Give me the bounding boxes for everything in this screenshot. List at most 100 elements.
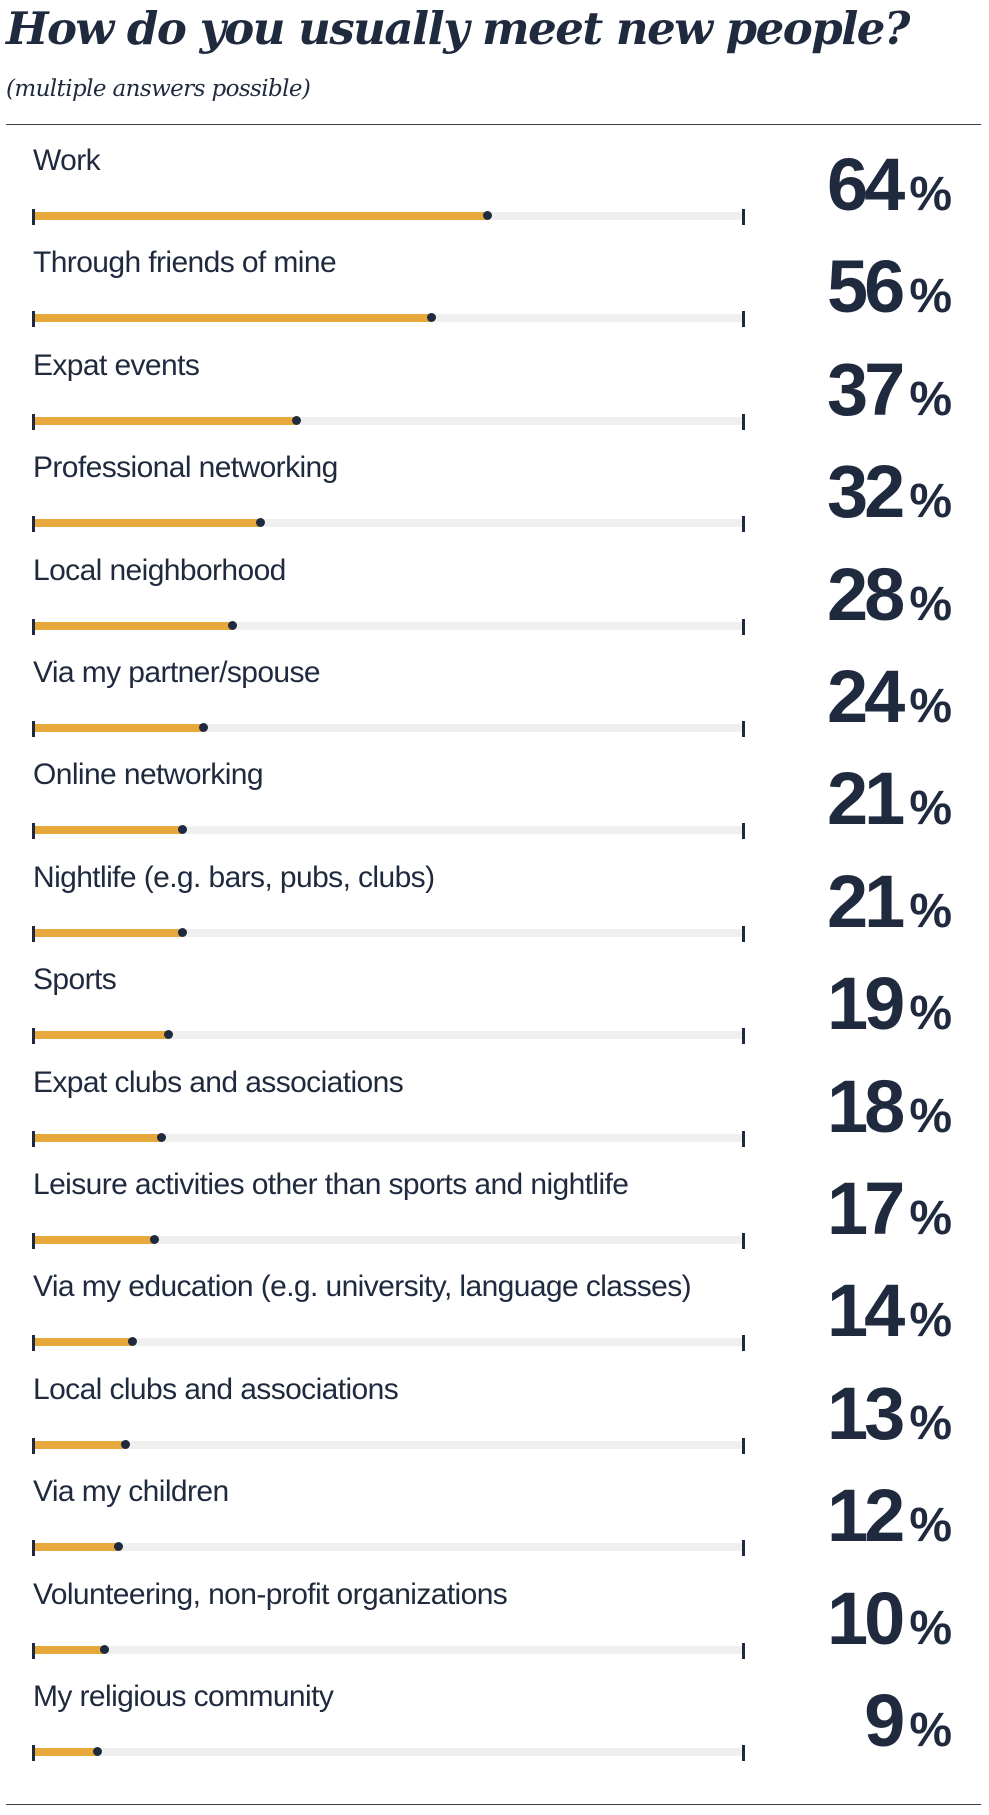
- bar-value-number: 64: [827, 143, 905, 226]
- bar-fill: [33, 212, 487, 220]
- bar-value-label: 17%: [827, 1172, 952, 1246]
- bar-track: [33, 1439, 743, 1449]
- bar-row: Leisure activities other than sports and…: [0, 1154, 989, 1256]
- bar-track: [33, 927, 743, 937]
- bar-label: Sports: [33, 963, 117, 997]
- bar-value-unit: %: [909, 1089, 952, 1143]
- bar-end-dot: [178, 825, 187, 835]
- bar-track: [33, 825, 743, 835]
- axis-start-tick: [32, 1642, 35, 1659]
- bar-row: Via my children 12%: [0, 1461, 989, 1563]
- bar-label: Via my children: [33, 1475, 229, 1509]
- bar-end-dot: [292, 415, 301, 425]
- bar-value-label: 28%: [827, 557, 952, 632]
- bar-row: Expat clubs and associations 18%: [0, 1052, 989, 1154]
- bar-end-dot: [164, 1030, 173, 1040]
- axis-start-tick: [32, 1233, 35, 1249]
- axis-start-tick: [32, 1028, 35, 1045]
- bar-end-dot: [100, 1644, 109, 1654]
- axis-end-tick: [742, 413, 745, 430]
- bar-track: [33, 1542, 743, 1552]
- axis-start-tick: [32, 311, 35, 328]
- axis-end-tick: [742, 925, 745, 942]
- bar-value-unit: %: [909, 1396, 952, 1450]
- axis-start-tick: [32, 1745, 35, 1761]
- bar-end-dot: [483, 211, 492, 220]
- bar-fill: [33, 928, 182, 937]
- bar-value-unit: %: [909, 987, 952, 1041]
- axis-start-tick: [32, 1437, 35, 1454]
- bar-row: Through friends of mine 56%: [0, 232, 989, 334]
- bar-value-number: 19: [827, 962, 905, 1046]
- bar-track: [33, 211, 743, 220]
- axis-end-tick: [742, 1745, 745, 1761]
- bar-fill: [33, 724, 203, 732]
- axis-start-tick: [32, 823, 35, 840]
- bar-end-dot: [150, 1235, 159, 1244]
- axis-end-tick: [742, 1437, 745, 1454]
- bar-row: Local neighborhood 28%: [0, 540, 989, 642]
- bar-value-unit: %: [909, 1294, 952, 1348]
- bar-value-label: 21%: [827, 864, 952, 939]
- bar-value-label: 19%: [827, 967, 952, 1041]
- bar-value-label: 12%: [827, 1479, 952, 1553]
- axis-start-tick: [32, 1335, 35, 1352]
- bar-value-unit: %: [909, 1601, 952, 1655]
- bar-row: Via my education (e.g. university, langu…: [0, 1256, 989, 1358]
- bar-fill: [33, 1543, 118, 1552]
- bar-value-label: 64%: [827, 148, 952, 222]
- bar-value-label: 14%: [827, 1274, 952, 1348]
- bar-label: Local neighborhood: [33, 553, 286, 587]
- bar-value-label: 32%: [827, 455, 952, 529]
- bar-fill: [33, 416, 296, 425]
- bar-track: [33, 415, 743, 425]
- bar-value-number: 9: [864, 1679, 905, 1762]
- bar-row: Nightlife (e.g. bars, pubs, clubs) 21%: [0, 847, 989, 949]
- chart-subtitle: (multiple answers possible): [6, 76, 311, 102]
- axis-start-tick: [32, 925, 35, 942]
- bar-value-number: 13: [827, 1371, 905, 1455]
- bar-label: Via my partner/spouse: [33, 656, 321, 689]
- bar-label: Work: [33, 144, 101, 177]
- bar-label: Volunteering, non-profit organizations: [33, 1577, 508, 1611]
- bar-value-number: 14: [827, 1269, 905, 1353]
- bar-row: Sports 19%: [0, 949, 989, 1051]
- bar-value-number: 32: [827, 450, 905, 534]
- bar-fill: [33, 1133, 161, 1142]
- bar-fill: [33, 1338, 132, 1347]
- bar-value-number: 17: [827, 1167, 905, 1250]
- bar-value-label: 18%: [827, 1069, 952, 1144]
- bar-end-dot: [121, 1439, 130, 1449]
- axis-end-tick: [742, 1335, 745, 1352]
- bottom-divider: [6, 1804, 981, 1805]
- bar-label: Expat clubs and associations: [33, 1065, 404, 1099]
- bar-value-unit: %: [909, 782, 952, 836]
- bar-value-unit: %: [909, 1192, 952, 1245]
- bar-end-dot: [128, 1337, 137, 1347]
- axis-end-tick: [742, 618, 745, 635]
- bar-fill: [33, 826, 182, 835]
- axis-start-tick: [32, 413, 35, 430]
- axis-end-tick: [742, 1642, 745, 1659]
- bar-label: Professional networking: [33, 451, 338, 485]
- bar-track: [33, 1030, 743, 1040]
- bar-row: Volunteering, non-profit organizations 10…: [0, 1564, 989, 1666]
- bar-fill: [33, 1031, 168, 1040]
- bar-track: [33, 1644, 743, 1654]
- bar-value-label: 21%: [827, 762, 952, 836]
- bar-value-number: 24: [827, 655, 905, 738]
- bar-value-unit: %: [909, 168, 952, 221]
- bar-fill: [33, 1440, 125, 1449]
- bar-value-unit: %: [909, 270, 952, 324]
- axis-start-tick: [32, 618, 35, 635]
- bar-value-unit: %: [909, 680, 952, 733]
- bar-label: Nightlife (e.g. bars, pubs, clubs): [33, 860, 435, 894]
- bar-label: Expat events: [33, 348, 200, 382]
- axis-start-tick: [32, 516, 35, 533]
- bar-value-unit: %: [909, 884, 952, 938]
- bar-track: [33, 1747, 743, 1756]
- bar-track: [33, 723, 743, 732]
- bar-value-unit: %: [909, 577, 952, 631]
- bar-track: [33, 1337, 743, 1347]
